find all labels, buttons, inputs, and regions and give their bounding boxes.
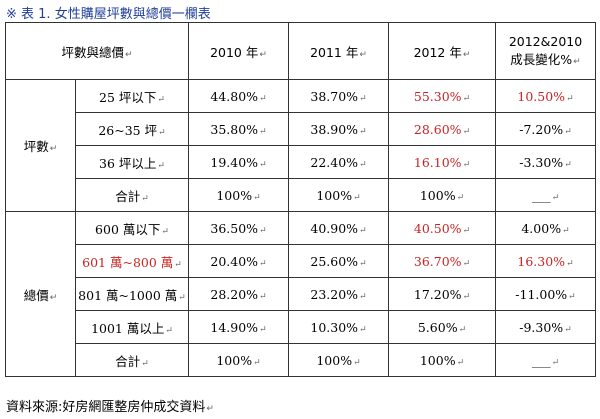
cell-2012: 16.10%↵ <box>388 145 496 179</box>
cell-2010: 36.50%↵ <box>188 211 289 245</box>
cell-2012: 100%↵ <box>388 343 496 377</box>
cell-2012: 28.60%↵ <box>388 112 496 146</box>
cell-2011: 40.90%↵ <box>288 211 389 245</box>
cell-2010: 35.80%↵ <box>188 112 289 146</box>
cell-2010: 14.90%↵ <box>188 310 289 344</box>
cell-2011: 38.70%↵ <box>288 79 389 113</box>
cell-2011: 38.90%↵ <box>288 112 389 146</box>
table-row: 26~35 坪↵ 35.80%↵ 38.90%↵ 28.60%↵ -7.20%↵ <box>6 112 596 146</box>
cell-2012: 55.30%↵ <box>388 79 496 113</box>
cell-2011: 25.60%↵ <box>288 244 389 278</box>
cell-2010: 20.40%↵ <box>188 244 289 278</box>
header-category: 坪數與總價↵ <box>5 22 189 80</box>
cell-2011: 100%↵ <box>288 343 389 377</box>
cell-2012: 100%↵ <box>388 178 496 212</box>
cell-2010: 44.80%↵ <box>188 79 289 113</box>
table-row-total: 合計↵ 100%↵ 100%↵ 100%↵ ___↵ <box>6 343 596 377</box>
cell-change: -9.30%↵ <box>495 310 596 344</box>
cell-change: -11.00%↵ <box>495 277 596 311</box>
cell-2012: 36.70%↵ <box>388 244 496 278</box>
row-label: 801 萬~1000 萬↵ <box>75 277 189 311</box>
group-price: 總價↵ <box>5 211 76 377</box>
cell-2011: 22.40%↵ <box>288 145 389 179</box>
row-label: 36 坪以上↵ <box>75 145 189 179</box>
cell-2011: 10.30%↵ <box>288 310 389 344</box>
cell-2012: 5.60%↵ <box>388 310 496 344</box>
row-label: 1001 萬以上↵ <box>75 310 189 344</box>
cell-2010: 100%↵ <box>188 178 289 212</box>
header-2012: 2012 年↵ <box>388 22 496 80</box>
row-label: 26~35 坪↵ <box>75 112 189 146</box>
cell-change: ___↵ <box>495 178 596 212</box>
cell-change: ___↵ <box>495 343 596 377</box>
header-2011: 2011 年↵ <box>288 22 389 80</box>
cell-2010: 19.40%↵ <box>188 145 289 179</box>
table-row: 801 萬~1000 萬↵ 28.20%↵ 23.20%↵ 17.20%↵ -1… <box>6 277 596 311</box>
group-size: 坪數↵ <box>5 79 76 212</box>
table-row-total: 合計↵ 100%↵ 100%↵ 100%↵ ___↵ <box>6 178 596 212</box>
table-row: 36 坪以上↵ 19.40%↵ 22.40%↵ 16.10%↵ -3.30%↵ <box>6 145 596 179</box>
cell-change: 16.30%↵ <box>495 244 596 278</box>
cell-2011: 23.20%↵ <box>288 277 389 311</box>
table-row: 1001 萬以上↵ 14.90%↵ 10.30%↵ 5.60%↵ -9.30%↵ <box>6 310 596 344</box>
table-title: ※ 表 1. 女性購屋坪數與總價一欄表 <box>6 7 211 22</box>
row-label: 合計↵ <box>75 343 189 377</box>
cell-change: 10.50%↵ <box>495 79 596 113</box>
header-row: 坪數與總價↵ 2010 年↵ 2011 年↵ 2012 年↵ 2012&2010… <box>5 22 596 80</box>
cell-change: 4.00%↵ <box>495 211 596 245</box>
header-change: 2012&2010 成長變化%↵ <box>495 22 596 80</box>
cell-change: -7.20%↵ <box>495 112 596 146</box>
cell-change: -3.30%↵ <box>495 145 596 179</box>
row-label: 601 萬~800 萬↵ <box>75 244 189 278</box>
table-row: 坪數↵ 25 坪以下↵ 44.80%↵ 38.70%↵ 55.30%↵ 10.5… <box>5 79 596 212</box>
table-row: 601 萬~800 萬↵ 20.40%↵ 25.60%↵ 36.70%↵ 16.… <box>6 244 596 278</box>
cell-2012: 40.50%↵ <box>388 211 496 245</box>
row-label: 600 萬以下↵ <box>75 211 189 245</box>
data-table: 坪數與總價↵ 2010 年↵ 2011 年↵ 2012 年↵ 2012&2010… <box>5 22 596 377</box>
cell-2010: 28.20%↵ <box>188 277 289 311</box>
table-row: 總價↵ 600 萬以下↵ 36.50%↵ 40.90%↵ 40.50%↵ 4.0… <box>5 211 596 377</box>
row-label: 合計↵ <box>75 178 189 212</box>
header-2010: 2010 年↵ <box>188 22 289 80</box>
cell-2010: 100%↵ <box>188 343 289 377</box>
cell-2012: 17.20%↵ <box>388 277 496 311</box>
source-note: 資料來源:好房網匯整房仲成交資料↵ <box>6 400 214 415</box>
row-label: 25 坪以下↵ <box>75 79 189 113</box>
cell-2011: 100%↵ <box>288 178 389 212</box>
